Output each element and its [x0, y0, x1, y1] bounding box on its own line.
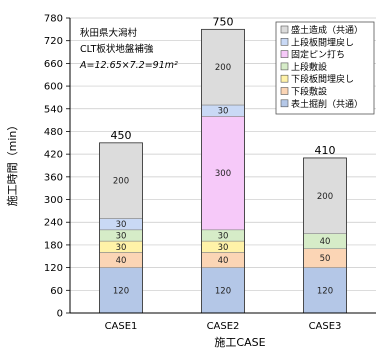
bar-total-label: 410: [315, 144, 336, 157]
y-tick-label: 720: [44, 36, 63, 47]
y-tick-label: 0: [57, 309, 63, 320]
segment-value-label: 30: [218, 107, 229, 117]
y-tick-label: 660: [44, 59, 63, 70]
legend: 盛土造成（共通）上段板間埋戻し固定ピン打ち上段敷設下段板間埋戻し下段敷設表土掘削…: [275, 21, 375, 115]
bar-segment: [303, 267, 347, 314]
segment-value-label: 200: [215, 63, 231, 73]
bar-segment: [201, 29, 245, 106]
x-tick-labels: CASE1 CASE2 CASE3: [105, 321, 342, 332]
legend-label: 下段板間埋戻し: [291, 73, 354, 85]
y-tick-label: 180: [44, 240, 63, 251]
segment-value-label: 200: [317, 192, 333, 202]
x-axis-title: 施工CASE: [214, 336, 265, 349]
segment-value-label: 50: [320, 254, 331, 264]
y-tick-labels: 0 60 120 180 240 300 360 420 480 540 600 660 720 780: [44, 14, 70, 320]
legend-label: 上段板間埋戻し: [291, 36, 354, 48]
legend-swatch: [280, 99, 289, 108]
legend-swatch: [280, 62, 289, 71]
y-axis-title: 施工時間（min）: [6, 120, 19, 207]
bar-total-label: 750: [213, 15, 234, 28]
segment-value-label: 120: [113, 286, 129, 296]
y-tick-label: 300: [44, 195, 63, 206]
segment-value-label: 30: [116, 220, 127, 230]
legend-label: 盛土造成（共通）: [291, 24, 363, 36]
bar-total-label: 450: [111, 129, 132, 142]
segment-value-label: 40: [320, 237, 331, 247]
y-tick-label: 480: [44, 127, 63, 138]
segment-value-label: 30: [218, 231, 229, 241]
legend-label: 固定ピン打ち: [291, 49, 345, 61]
segment-value-label: 120: [215, 286, 231, 296]
y-tick-label: 240: [44, 218, 63, 229]
segment-value-label: 200: [113, 177, 129, 187]
y-tick-label: 420: [44, 150, 63, 161]
annotation-area: A=12.65×7.2=91m²: [79, 60, 178, 71]
legend-label: 下段敷設: [291, 86, 327, 98]
segment-value-label: 30: [116, 243, 127, 253]
segment-value-label: 30: [116, 231, 127, 241]
y-tick-label: 600: [44, 82, 63, 93]
legend-box: [275, 21, 375, 115]
legend-label: 上段敷設: [291, 61, 327, 73]
segment-value-label: 40: [218, 256, 229, 266]
y-tick-label: 120: [44, 263, 63, 274]
segment-value-label: 120: [317, 286, 333, 296]
total-labels: 450 750 410: [111, 15, 336, 157]
legend-swatch: [280, 25, 289, 34]
y-tick-label: 60: [50, 286, 63, 297]
segment-value-label: 40: [116, 256, 127, 266]
y-tick-label: 780: [44, 14, 63, 25]
legend-swatch: [280, 50, 289, 58]
legend-swatch: [280, 74, 289, 83]
segment-labels: 1204030303020012040303030030200120504020…: [113, 63, 333, 296]
annotation-method: CLT板状地盤補強: [80, 43, 154, 55]
y-tick-label: 540: [44, 104, 63, 115]
axes: [69, 18, 376, 314]
annotation-block: 秋田県大潟村 CLT板状地盤補強 A=12.65×7.2=91m²: [79, 27, 178, 71]
legend-swatch: [280, 87, 289, 95]
bar-segment: [99, 267, 143, 314]
bar-segment: [303, 157, 347, 234]
bars: [99, 28, 347, 314]
segment-value-label: 30: [218, 243, 229, 253]
legend-swatch: [280, 37, 289, 46]
x-tick-label: CASE2: [207, 321, 240, 332]
legend-label: 表土掘削（共通）: [291, 98, 363, 110]
x-tick-label: CASE1: [105, 321, 138, 332]
x-tick-label: CASE3: [309, 321, 342, 332]
bar-segment: [201, 267, 245, 314]
segment-value-label: 300: [215, 169, 231, 179]
y-tick-label: 360: [44, 172, 63, 183]
annotation-location: 秋田県大潟村: [80, 27, 138, 39]
